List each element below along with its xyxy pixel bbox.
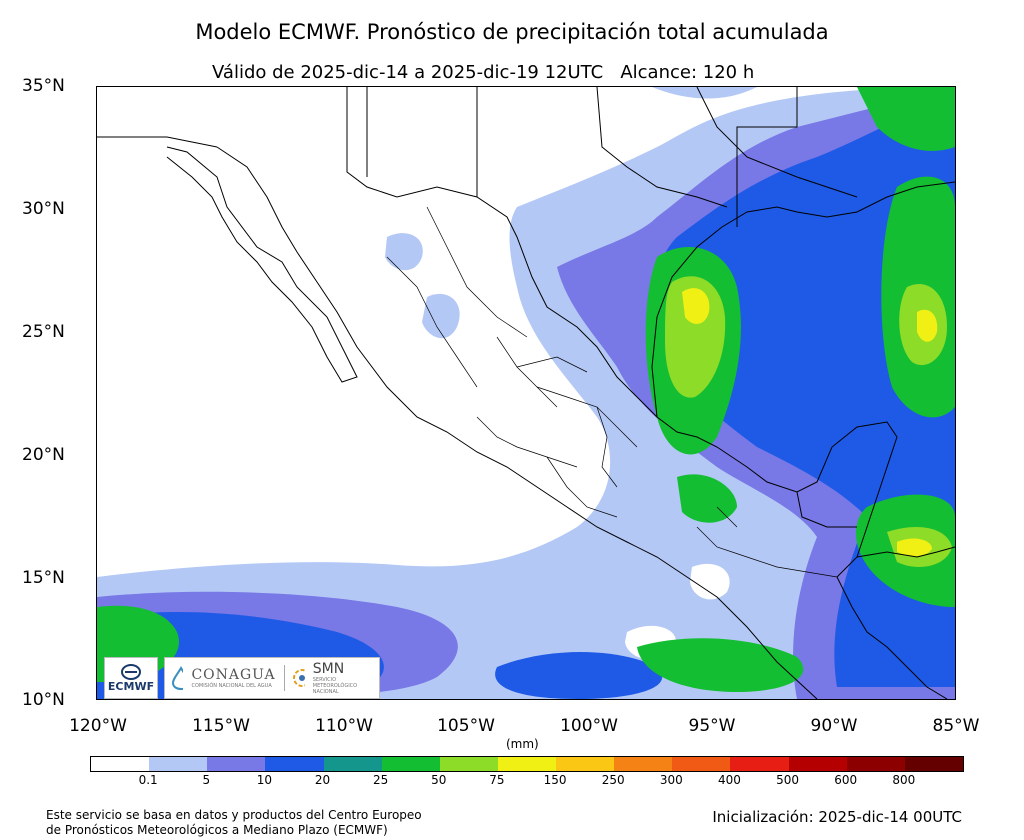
logos-strip: ECMWF CONAGUA COMISIÓN NACIONAL DEL AGUA… (104, 657, 380, 699)
map-subtitle: Válido de 2025-dic-14 a 2025-dic-19 12UT… (212, 62, 755, 83)
colorbar-tick-label: 75 (489, 773, 505, 787)
colorbar-tick-label: 300 (659, 773, 683, 787)
lon-label: 105°W (437, 716, 495, 736)
footer-credit-line: de Pronósticos Meteorológicos a Mediano … (46, 823, 388, 837)
ecmwf-logo-text: ECMWF (107, 679, 155, 693)
colorbar-segment (846, 757, 905, 771)
colorbar-tick-label: 400 (718, 773, 741, 787)
map-title: Modelo ECMWF. Pronóstico de precipitació… (195, 20, 829, 44)
colorbar-segment (614, 757, 673, 771)
lat-label: 15°N (22, 568, 65, 588)
conagua-subtext: COMISIÓN NACIONAL DEL AGUA (191, 683, 272, 689)
colorbar-segment (207, 757, 266, 771)
colorbar-segment (904, 757, 963, 771)
colorbar-tick-label: 25 (373, 773, 389, 787)
colorbar-segment (91, 757, 150, 771)
colorbar-tick-label: 250 (601, 773, 625, 787)
state-borders (386, 206, 838, 578)
colorbar-segment (730, 757, 789, 771)
smn-wordmark: SMN SERVICIO METEOROLÓGICO NACIONAL (313, 661, 373, 695)
colorbar-segment (439, 757, 498, 771)
lat-label: 20°N (22, 445, 65, 465)
lat-label: 25°N (22, 322, 65, 342)
smn-swirl-icon (293, 669, 305, 687)
colorbar-segment (323, 757, 382, 771)
initialization-time: Inicialización: 2025-dic-14 00UTC (712, 808, 962, 826)
colorbar-segment (149, 757, 208, 771)
ecmwf-logo: ECMWF (104, 657, 158, 699)
colorbar-segment (381, 757, 440, 771)
conagua-wordmark: CONAGUA COMISIÓN NACIONAL DEL AGUA (191, 667, 275, 689)
lon-label: 115°W (192, 716, 250, 736)
footer-credit: Este servicio se basa en datos y product… (46, 808, 422, 838)
colorbar-tick-label: 600 (834, 773, 858, 787)
lat-label: 30°N (22, 199, 65, 219)
coastlines (97, 87, 955, 699)
lon-label: 110°W (315, 716, 373, 736)
lon-label: 95°W (688, 716, 736, 736)
colorbar-tick-label: 150 (543, 773, 567, 787)
colorbar-segment (672, 757, 731, 771)
colorbar-segment (265, 757, 324, 771)
colorbar-segment (556, 757, 615, 771)
lon-label: 100°W (560, 716, 618, 736)
colorbar-tick-label: 50 (431, 773, 447, 787)
precipitation-map (96, 86, 956, 700)
lat-label: 35°N (22, 76, 65, 96)
conagua-text: CONAGUA (191, 667, 276, 683)
footer-credit-line: Este servicio se basa en datos y product… (46, 808, 422, 822)
colorbar-units: (mm) (506, 737, 539, 751)
conagua-smn-logo: CONAGUA COMISIÓN NACIONAL DEL AGUA SMN S… (164, 657, 380, 699)
map-canvas (97, 87, 955, 699)
colorbar-tick-label: 5 (202, 773, 211, 787)
logo-separator (283, 665, 285, 691)
colorbar-tick-label: 500 (776, 773, 800, 787)
lat-label: 10°N (22, 690, 65, 710)
lon-label: 90°W (810, 716, 858, 736)
lon-label: 120°W (69, 716, 127, 736)
colorbar-segment (497, 757, 556, 771)
colorbar-segment (788, 757, 847, 771)
precip-yellow (682, 288, 938, 557)
smn-text: SMN (312, 661, 345, 677)
colorbar-tick-label: 20 (314, 773, 331, 787)
conagua-drop-icon (171, 666, 184, 690)
colorbar (90, 756, 964, 772)
colorbar-tick-label: 800 (892, 773, 916, 787)
smn-subtext: SERVICIO METEOROLÓGICO NACIONAL (312, 677, 358, 695)
lon-label: 85°W (932, 716, 980, 736)
colorbar-tick-label: 0.1 (138, 773, 158, 787)
colorbar-tick-label: 10 (256, 773, 273, 787)
ecmwf-emblem-icon (121, 663, 141, 680)
